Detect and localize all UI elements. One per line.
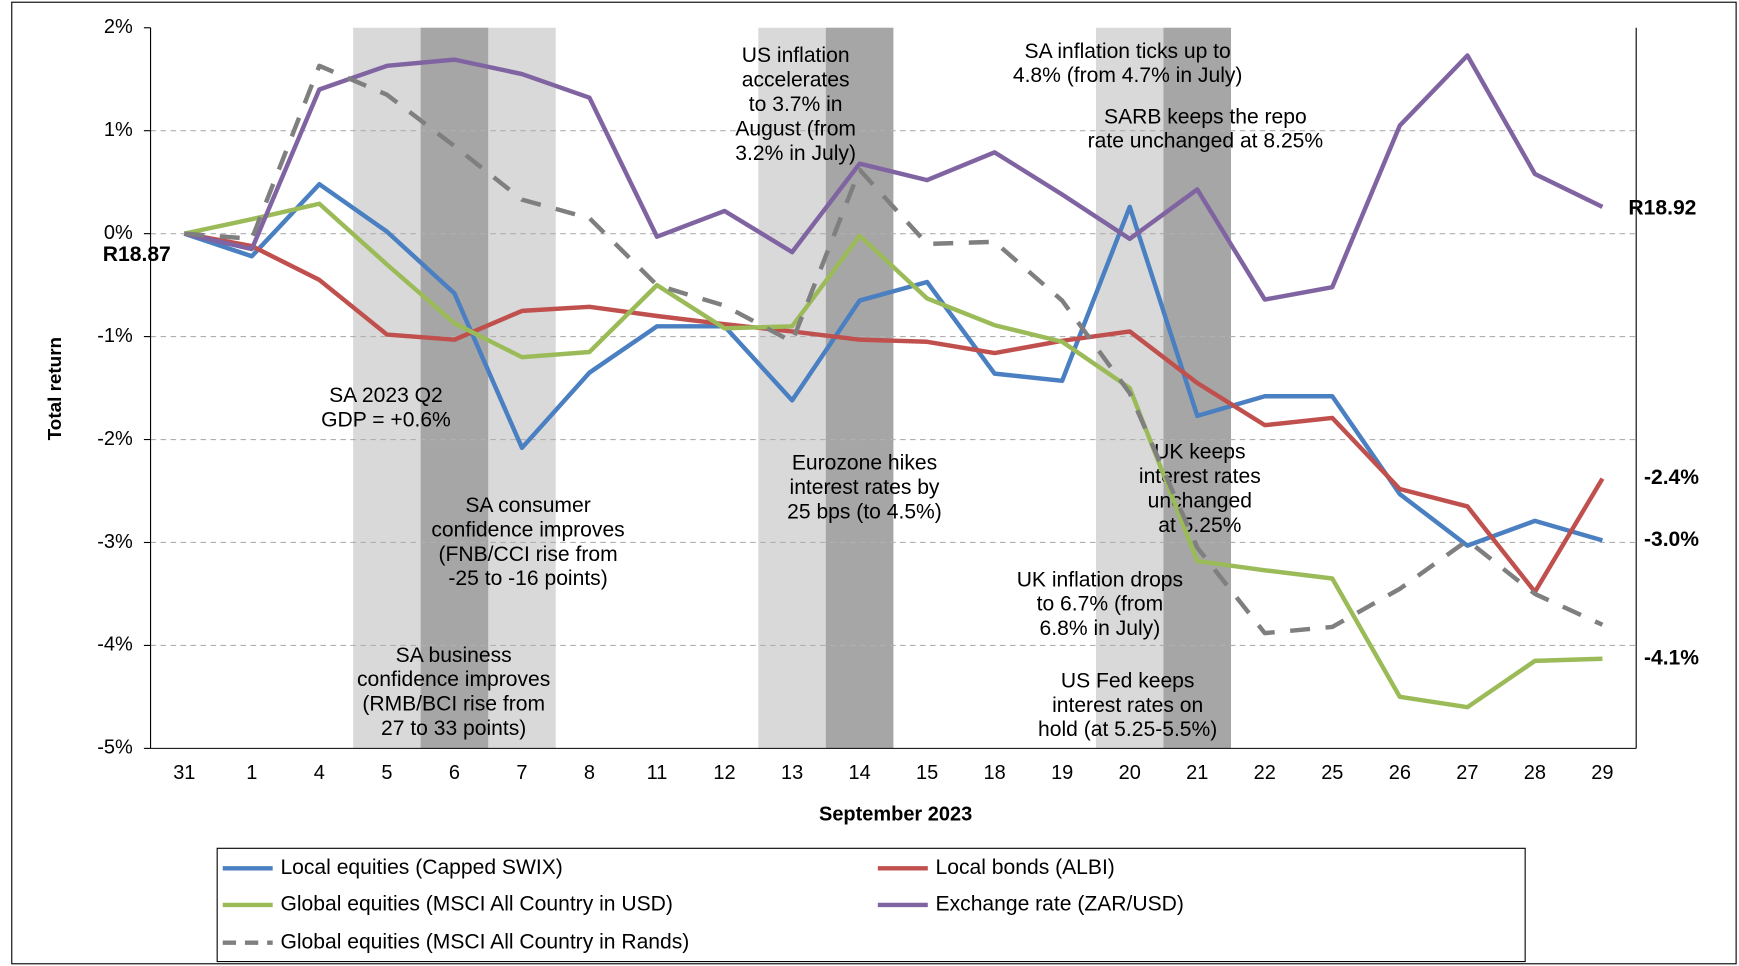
- x-tick-label: 13: [781, 762, 803, 784]
- legend-label: Local equities (Capped SWIX): [280, 856, 562, 879]
- x-tick-label: 28: [1524, 762, 1546, 784]
- annotation: SA consumer: [465, 494, 590, 517]
- y-tick-label: -4%: [97, 634, 133, 656]
- annotation: 4.8% (from 4.7% in July): [1013, 64, 1243, 87]
- y-tick-label: -1%: [97, 325, 133, 347]
- x-tick-label: 4: [314, 762, 325, 784]
- annotation: interest rates on: [1052, 694, 1203, 717]
- legend-label: Local bonds (ALBI): [936, 856, 1115, 879]
- series-line: [183, 53, 1604, 302]
- annotation: rate unchanged at 8.25%: [1088, 130, 1324, 153]
- annotation: interest rates: [1139, 465, 1261, 488]
- annotation: (FNB/CCI rise from: [438, 543, 617, 566]
- annotation: GDP = +0.6%: [321, 408, 451, 431]
- x-tick-label: 15: [916, 762, 938, 784]
- y-axis-title: Total return: [44, 337, 65, 440]
- series-lines: -3.0% -2.4% -4.1%: [183, 53, 1699, 710]
- series-line: [183, 201, 1603, 710]
- annotation: SARB keeps the repo: [1104, 105, 1307, 128]
- legend-label: Exchange rate (ZAR/USD): [936, 893, 1184, 916]
- x-tick-label: 31: [173, 762, 195, 784]
- x-tick-label: 6: [449, 762, 460, 784]
- value-label: -4.1%: [1644, 646, 1699, 669]
- y-tick-label: 1%: [104, 119, 133, 141]
- annotation: at 5.25%: [1158, 514, 1241, 537]
- y-tick-label: -3%: [97, 531, 133, 553]
- y-tick-label: 0%: [104, 222, 133, 244]
- annotation: SA business: [396, 644, 512, 667]
- x-tick-label: 27: [1456, 762, 1478, 784]
- annotation: confidence improves: [431, 518, 624, 541]
- annotation: UK inflation drops: [1017, 568, 1183, 591]
- x-tick-label: 11: [647, 762, 668, 784]
- x-tick-label: 1: [246, 762, 257, 784]
- annotation: R18.92: [1628, 196, 1696, 219]
- x-tick-label: 21: [1186, 762, 1208, 784]
- x-tick-label: 20: [1119, 762, 1141, 784]
- annotation: 6.8% in July): [1040, 617, 1161, 640]
- x-tick-label: 14: [848, 762, 870, 784]
- event-band: [420, 27, 489, 749]
- annotation: confidence improves: [357, 668, 550, 691]
- annotation: US Fed keeps: [1061, 669, 1195, 692]
- series-line: [184, 63, 1604, 636]
- annotation: unchanged: [1148, 489, 1252, 512]
- legend-label: Global equities (MSCI All Country in USD…: [280, 893, 672, 916]
- annotation: 27 to 33 points): [381, 717, 526, 740]
- y-tick-label: -5%: [97, 737, 133, 759]
- annotation: 25 bps (to 4.5%): [787, 501, 942, 524]
- annotation: -25 to -16 points): [448, 567, 607, 590]
- x-tick-label: 18: [984, 762, 1006, 784]
- grid: -5%-4%-3%-2%-1%0%1%2%31 1 4 5 6 7 8 11 12 13 14 15 1…: [97, 16, 1637, 784]
- value-label: -2.4%: [1644, 466, 1699, 489]
- annotation: Eurozone hikes: [792, 452, 937, 475]
- legend-label: Global equities (MSCI All Country in Ran…: [280, 930, 689, 953]
- annotation: interest rates by: [790, 476, 940, 499]
- series-line: [183, 181, 1604, 548]
- annotation: R18.87: [103, 243, 171, 266]
- y-tick-label: 2%: [104, 16, 133, 38]
- series-line: [183, 231, 1605, 595]
- event-band: [825, 27, 894, 749]
- event-band: [1163, 27, 1232, 749]
- annotation: accelerates: [742, 69, 850, 92]
- x-tick-label: 25: [1321, 762, 1343, 784]
- x-tick-label: 22: [1254, 762, 1276, 784]
- event-bands: [353, 27, 1232, 749]
- annotation: SA inflation ticks up to: [1025, 40, 1231, 63]
- annotation: hold (at 5.25-5.5%): [1038, 718, 1217, 741]
- annotation: (RMB/BCI rise from: [362, 693, 545, 716]
- annotation: 3.2% in July): [735, 142, 856, 165]
- legend: [216, 847, 1526, 963]
- annotation: to 3.7% in: [749, 93, 843, 116]
- annotation: UK keeps: [1154, 441, 1245, 464]
- x-tick-label: 29: [1591, 762, 1613, 784]
- y-tick-label: -2%: [97, 428, 133, 450]
- x-tick-label: 26: [1389, 762, 1411, 784]
- x-tick-label: 7: [516, 762, 527, 784]
- legend-entries: Local equities (Capped SWIX) Local bonds …: [222, 856, 1184, 953]
- x-tick-label: 5: [381, 762, 392, 784]
- annotation: US inflation: [742, 44, 850, 67]
- annotation: August (from: [735, 117, 856, 140]
- x-tick-label: 8: [584, 762, 595, 784]
- annotation: to 6.7% (from: [1037, 593, 1164, 616]
- x-axis-title: September 2023: [819, 803, 972, 825]
- x-tick-label: 12: [713, 762, 735, 784]
- annotation: SA 2023 Q2: [329, 384, 443, 407]
- x-tick-label: 19: [1051, 762, 1073, 784]
- value-label: -3.0%: [1644, 528, 1699, 551]
